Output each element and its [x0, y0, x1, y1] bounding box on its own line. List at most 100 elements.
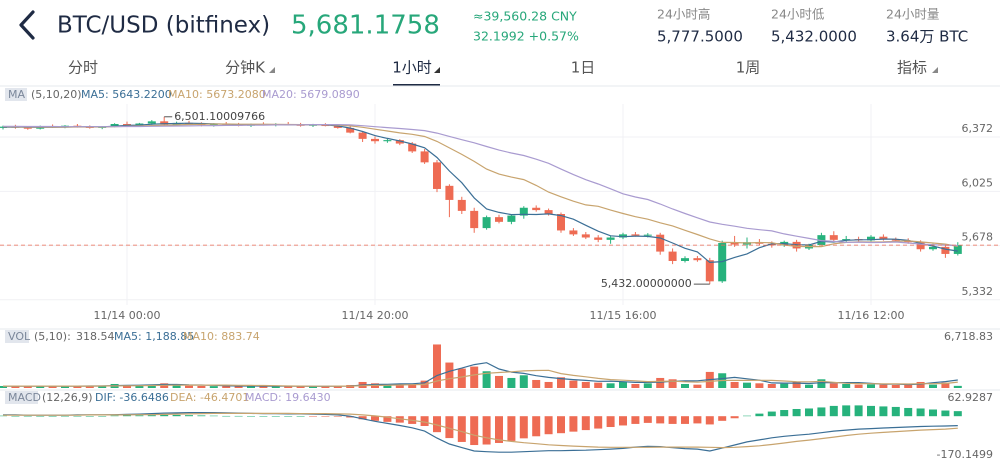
volume-bar [197, 385, 206, 388]
volume-bar [259, 386, 268, 388]
macd-bar [631, 416, 640, 424]
annotation: 5,432.00000000 [601, 277, 692, 290]
stat-label: 24小时量 [886, 7, 939, 22]
macd-bar [420, 416, 429, 426]
volume-bar [147, 384, 156, 388]
volume-bar [482, 371, 491, 388]
volume-bar [36, 385, 45, 388]
legend-item: MA5: 1,188.85 [114, 330, 194, 343]
candle-body [631, 234, 640, 236]
candle-body [433, 162, 441, 189]
volume-bar [532, 379, 541, 388]
macd-bar [147, 415, 156, 417]
macd-bar [309, 416, 317, 417]
legend-item: MA10: 883.74 [183, 330, 260, 343]
volume-bar [544, 381, 553, 388]
macd-bar [36, 416, 45, 417]
volume-bar [209, 386, 218, 388]
macd-bar [48, 416, 57, 417]
stat-label: 24小时高 [657, 7, 710, 22]
volume-bar [755, 383, 764, 388]
volume-bar [792, 381, 801, 388]
macd-bar [854, 405, 863, 417]
tab[interactable]: 分时 [68, 59, 98, 77]
macd-bar [953, 411, 962, 417]
candle-body [842, 239, 851, 241]
volume-bar [842, 383, 851, 388]
indicator-line [2, 122, 958, 264]
candle-body [619, 234, 627, 238]
volume-bar [668, 379, 677, 388]
macd-bar [718, 416, 727, 421]
candle-body [829, 235, 838, 240]
tab[interactable]: 1周 [736, 59, 761, 77]
macd-bar [185, 415, 193, 417]
tab[interactable]: 1日 [571, 59, 596, 77]
macd-bar [85, 416, 94, 417]
back-button[interactable] [19, 10, 35, 40]
volume-bar [172, 385, 181, 388]
candle-body [767, 243, 776, 246]
stat-label: 24小时低 [771, 7, 825, 22]
macd-bar [457, 416, 466, 442]
tab[interactable]: 指标 [897, 59, 927, 77]
volume-bar [23, 386, 32, 388]
pair-title: BTC/USD (bitfinex) [57, 13, 270, 39]
tab-active[interactable]: 1小时 [392, 59, 432, 77]
volume-bar [61, 386, 69, 388]
volume-bar [85, 385, 94, 388]
volume-bar [433, 344, 441, 388]
candle-body [358, 132, 367, 139]
candle-body [23, 127, 32, 129]
candle-body [395, 140, 404, 144]
macd-bar [730, 416, 739, 419]
candle-body [408, 143, 417, 152]
dropdown-icon [269, 67, 275, 73]
macd-bar [495, 416, 503, 443]
macd-bar [656, 416, 665, 424]
macd-bar [557, 416, 565, 434]
legend-tag-box [5, 391, 38, 404]
macd-bar [23, 415, 32, 417]
y-tick-label: 62.9287 [948, 391, 994, 404]
x-tick-label: 11/14 20:00 [342, 309, 409, 322]
macd-bar [519, 416, 528, 439]
macd-bar [222, 415, 231, 417]
volume-bar [643, 383, 652, 388]
dropdown-icon [434, 67, 440, 73]
volume-bar [73, 385, 82, 388]
macd-bar [904, 407, 913, 417]
macd-bar [11, 415, 20, 417]
macd-bar [842, 405, 851, 417]
volume-bar [631, 383, 640, 388]
macd-bar [891, 406, 900, 417]
macd-bar [470, 416, 479, 446]
tab-underline [393, 84, 440, 86]
volume-bar [123, 384, 131, 388]
candle-body [867, 236, 875, 241]
volume-bar [222, 385, 231, 388]
volume-bar [829, 383, 838, 388]
annotation: 6,501.10009766 [174, 110, 265, 123]
y-tick-label: 5,332 [962, 285, 994, 298]
volume-bar [693, 384, 702, 388]
volume-bar [247, 385, 255, 388]
macd-bar [209, 415, 218, 417]
macd-bar [110, 415, 119, 417]
volume-bar [0, 385, 7, 388]
volume-bar [767, 383, 776, 388]
indicator-line [3, 412, 958, 449]
y-tick-label: 6,372 [962, 122, 994, 135]
candle-body [693, 258, 702, 261]
macd-bar [693, 416, 702, 424]
candle-body [519, 207, 528, 216]
volume-bar [383, 385, 392, 388]
candle-body [581, 234, 590, 238]
volume-bar [780, 383, 789, 388]
volume-bar [929, 384, 937, 388]
tab[interactable]: 分钟K [225, 59, 266, 77]
volume-bar [594, 382, 603, 388]
volume-bar [284, 386, 293, 388]
x-tick-label: 11/14 00:00 [94, 309, 161, 322]
macd-bar [383, 416, 392, 422]
